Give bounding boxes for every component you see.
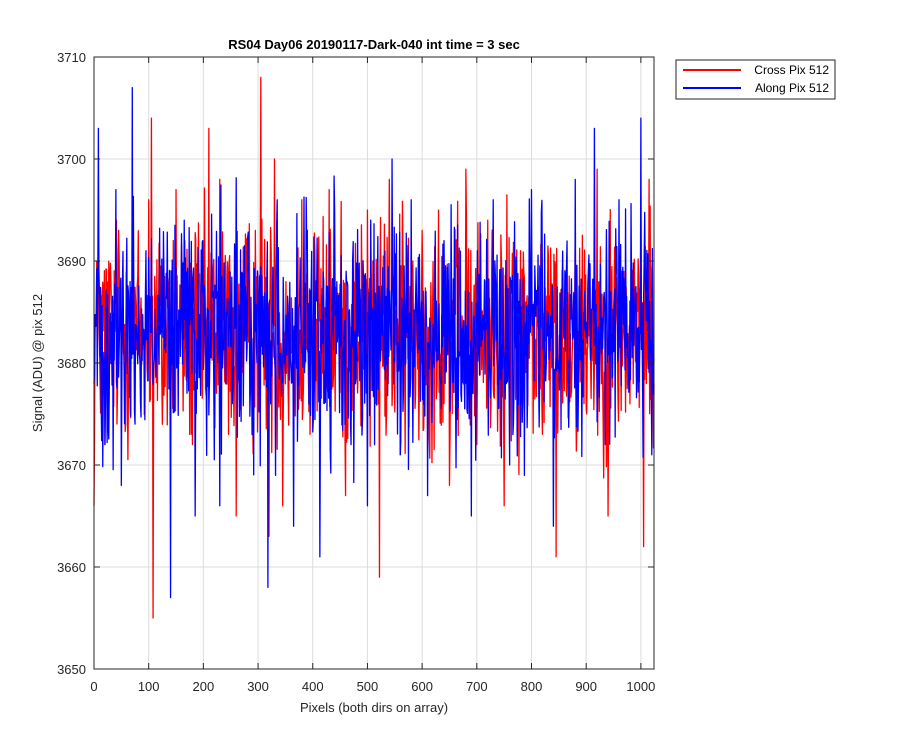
x-tick-label: 200 — [193, 679, 215, 694]
ticks: 0 100 200 300 400 500 600 700 800 900 1000 3650 3660… — [57, 50, 655, 694]
y-tick-label: 3660 — [57, 560, 86, 575]
x-tick-label: 1000 — [626, 679, 655, 694]
y-tick-label: 3680 — [57, 356, 86, 371]
legend-label-cross: Cross Pix 512 — [754, 63, 829, 77]
y-tick-label: 3710 — [57, 50, 86, 65]
series-layer — [93, 76, 655, 619]
x-axis-label: Pixels (both dirs on array) — [300, 700, 448, 715]
x-tick-label: 0 — [90, 679, 97, 694]
x-tick-label: 100 — [138, 679, 160, 694]
x-tick-label: 300 — [247, 679, 269, 694]
chart-title: RS04 Day06 20190117-Dark-040 int time = … — [228, 37, 520, 52]
x-tick-label: 600 — [411, 679, 433, 694]
x-tick-label: 700 — [466, 679, 488, 694]
x-tick-label: 800 — [521, 679, 543, 694]
x-tick-label: 400 — [302, 679, 324, 694]
y-tick-label: 3690 — [57, 254, 86, 269]
y-tick-label: 3700 — [57, 152, 86, 167]
legend-box — [675, 59, 836, 100]
y-tick-label: 3650 — [57, 662, 86, 677]
y-tick-label: 3670 — [57, 458, 86, 473]
legend: Cross Pix 512 Along Pix 512 — [675, 59, 836, 100]
series-line-1 — [93, 86, 655, 599]
legend-label-along: Along Pix 512 — [755, 81, 829, 95]
x-tick-label: 900 — [575, 679, 597, 694]
y-axis-label: Signal (ADU) @ pix 512 — [30, 294, 45, 432]
x-tick-label: 500 — [357, 679, 379, 694]
